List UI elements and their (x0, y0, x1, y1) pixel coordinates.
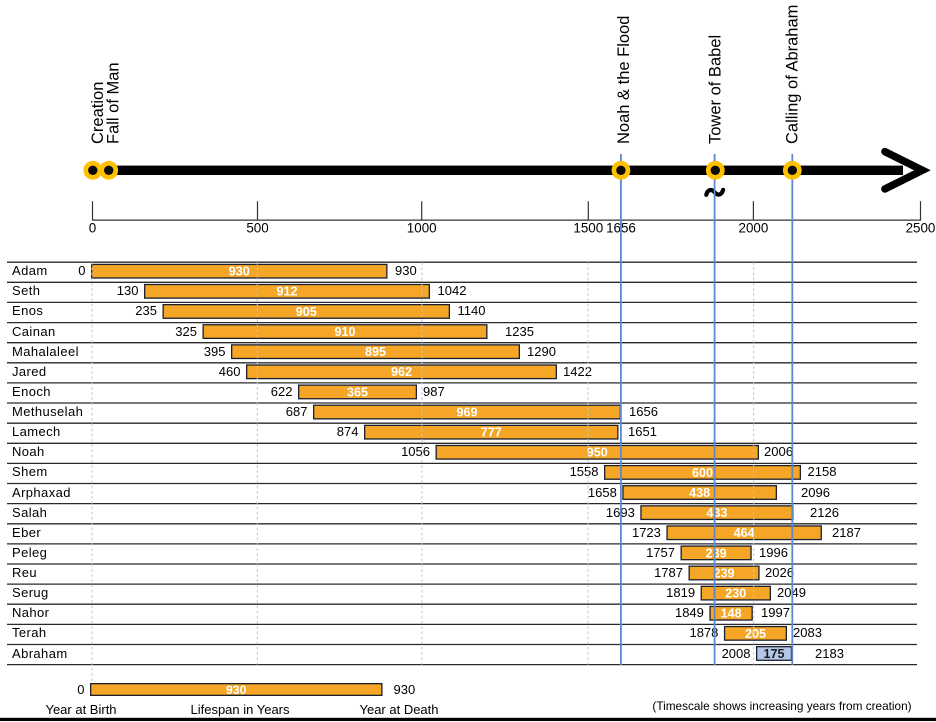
svg-text:912: 912 (276, 285, 297, 299)
svg-text:1000: 1000 (407, 221, 437, 236)
svg-text:2500: 2500 (906, 221, 936, 236)
svg-text:433: 433 (706, 506, 727, 520)
svg-text:777: 777 (481, 426, 502, 440)
svg-text:Calling of Abraham: Calling of Abraham (784, 5, 802, 144)
svg-text:Creation: Creation (89, 82, 107, 144)
svg-text:950: 950 (587, 446, 608, 460)
svg-text:239: 239 (706, 546, 727, 560)
svg-text:1656: 1656 (606, 221, 636, 236)
svg-text:500: 500 (246, 221, 268, 236)
svg-text:365: 365 (347, 385, 368, 399)
svg-text:Tower of Babel: Tower of Babel (707, 35, 725, 144)
svg-text:1500: 1500 (573, 221, 603, 236)
svg-text:895: 895 (365, 345, 386, 359)
svg-text:930: 930 (229, 265, 250, 279)
svg-text:230: 230 (725, 587, 746, 601)
svg-text:0: 0 (89, 221, 96, 236)
svg-text:205: 205 (745, 627, 766, 641)
svg-text:Noah & the Flood: Noah & the Flood (615, 16, 633, 144)
svg-text:438: 438 (689, 486, 710, 500)
svg-text:Fall of Man: Fall of Man (105, 62, 123, 144)
svg-text:930: 930 (226, 683, 247, 697)
svg-text:148: 148 (721, 607, 742, 621)
svg-text:962: 962 (391, 365, 412, 379)
svg-text:905: 905 (296, 305, 317, 319)
svg-text:2000: 2000 (739, 221, 769, 236)
svg-text:464: 464 (734, 526, 755, 540)
svg-text:175: 175 (763, 647, 784, 661)
svg-text:239: 239 (713, 566, 734, 580)
svg-text:910: 910 (334, 325, 355, 339)
svg-text:600: 600 (692, 466, 713, 480)
svg-text:969: 969 (456, 405, 477, 419)
